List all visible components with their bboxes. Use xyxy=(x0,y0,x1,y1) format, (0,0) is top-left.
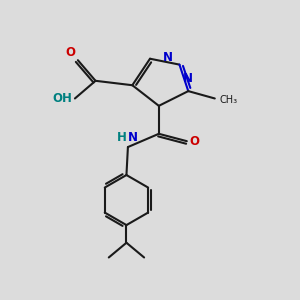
Text: N: N xyxy=(163,51,173,64)
Text: N: N xyxy=(183,72,193,85)
Text: H: H xyxy=(117,130,126,143)
Text: CH₃: CH₃ xyxy=(219,95,237,105)
Text: N: N xyxy=(128,130,138,143)
Text: OH: OH xyxy=(52,92,72,105)
Text: O: O xyxy=(190,135,200,148)
Text: O: O xyxy=(65,46,75,59)
